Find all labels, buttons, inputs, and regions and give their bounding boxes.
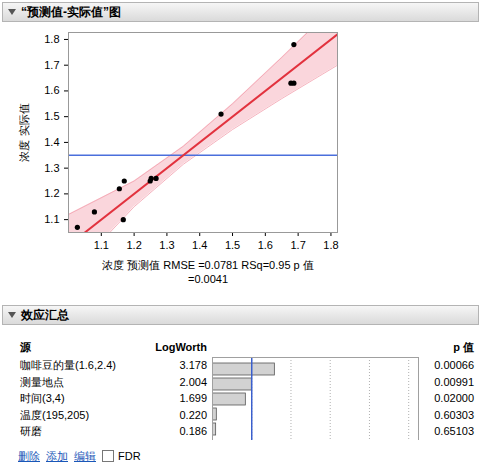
svg-text:1.2: 1.2	[126, 239, 141, 251]
svg-text:1.7: 1.7	[290, 239, 305, 251]
svg-text:1.6: 1.6	[44, 84, 59, 96]
html-text:添加: 添加	[46, 450, 68, 462]
svg-text:1.8: 1.8	[323, 239, 338, 251]
svg-text:1.2: 1.2	[44, 187, 59, 199]
html-text:0.60303: 0.60303	[434, 408, 474, 421]
html-text:2.004: 2.004	[179, 375, 207, 388]
html-text:研磨: 研磨	[20, 425, 42, 438]
svg-text:浓度 实际值: 浓度 实际值	[18, 103, 30, 161]
html-text:FDR: FDR	[118, 450, 141, 462]
html-text:删除: 删除	[18, 450, 40, 462]
svg-text:1.6: 1.6	[258, 239, 273, 251]
html-text:0.65103: 0.65103	[434, 425, 474, 438]
svg-text:1.8: 1.8	[44, 33, 59, 45]
html-text:LogWorth: LogWorth	[155, 341, 207, 353]
svg-text:1.7: 1.7	[44, 59, 59, 71]
html-text:3.178: 3.178	[179, 359, 207, 371]
svg-text:1.3: 1.3	[159, 239, 174, 251]
html-text:咖啡豆的量(1.6,2.4): 咖啡豆的量(1.6,2.4)	[20, 359, 116, 371]
svg-text:1.1: 1.1	[44, 213, 59, 225]
html-text:源: 源	[20, 341, 31, 353]
html-text:温度(195,205): 温度(195,205)	[20, 408, 90, 421]
html-text:“预测值-实际值”图: “预测值-实际值”图	[21, 5, 121, 19]
html-text:0.00991: 0.00991	[434, 375, 474, 388]
html-text:编辑: 编辑	[74, 450, 96, 462]
html-text:时间(3,4): 时间(3,4)	[20, 392, 65, 405]
html-text:0.186: 0.186	[179, 425, 207, 438]
html-text:浓度 预测值 RMSE =0.0781 RSq=0.95 p: 浓度 预测值 RMSE =0.0781 RSq=0.95 p 值=0.0041	[102, 259, 314, 285]
html-text:0.220: 0.220	[179, 408, 207, 421]
svg-text:1.4: 1.4	[192, 239, 207, 251]
svg-text:1.5: 1.5	[225, 239, 240, 251]
svg-text:1.5: 1.5	[44, 110, 59, 122]
svg-text:1.3: 1.3	[44, 162, 59, 174]
svg-text:1.1: 1.1	[94, 239, 109, 251]
svg-text:1.4: 1.4	[44, 136, 59, 148]
html-text:测量地点: 测量地点	[20, 375, 64, 388]
html-text:0.00066: 0.00066	[434, 359, 474, 371]
html-text:效应汇总: 效应汇总	[21, 308, 69, 322]
html-text:1.699: 1.699	[179, 392, 207, 405]
html-text:p 值: p 值	[453, 341, 474, 353]
html-text:0.02000: 0.02000	[434, 392, 474, 405]
